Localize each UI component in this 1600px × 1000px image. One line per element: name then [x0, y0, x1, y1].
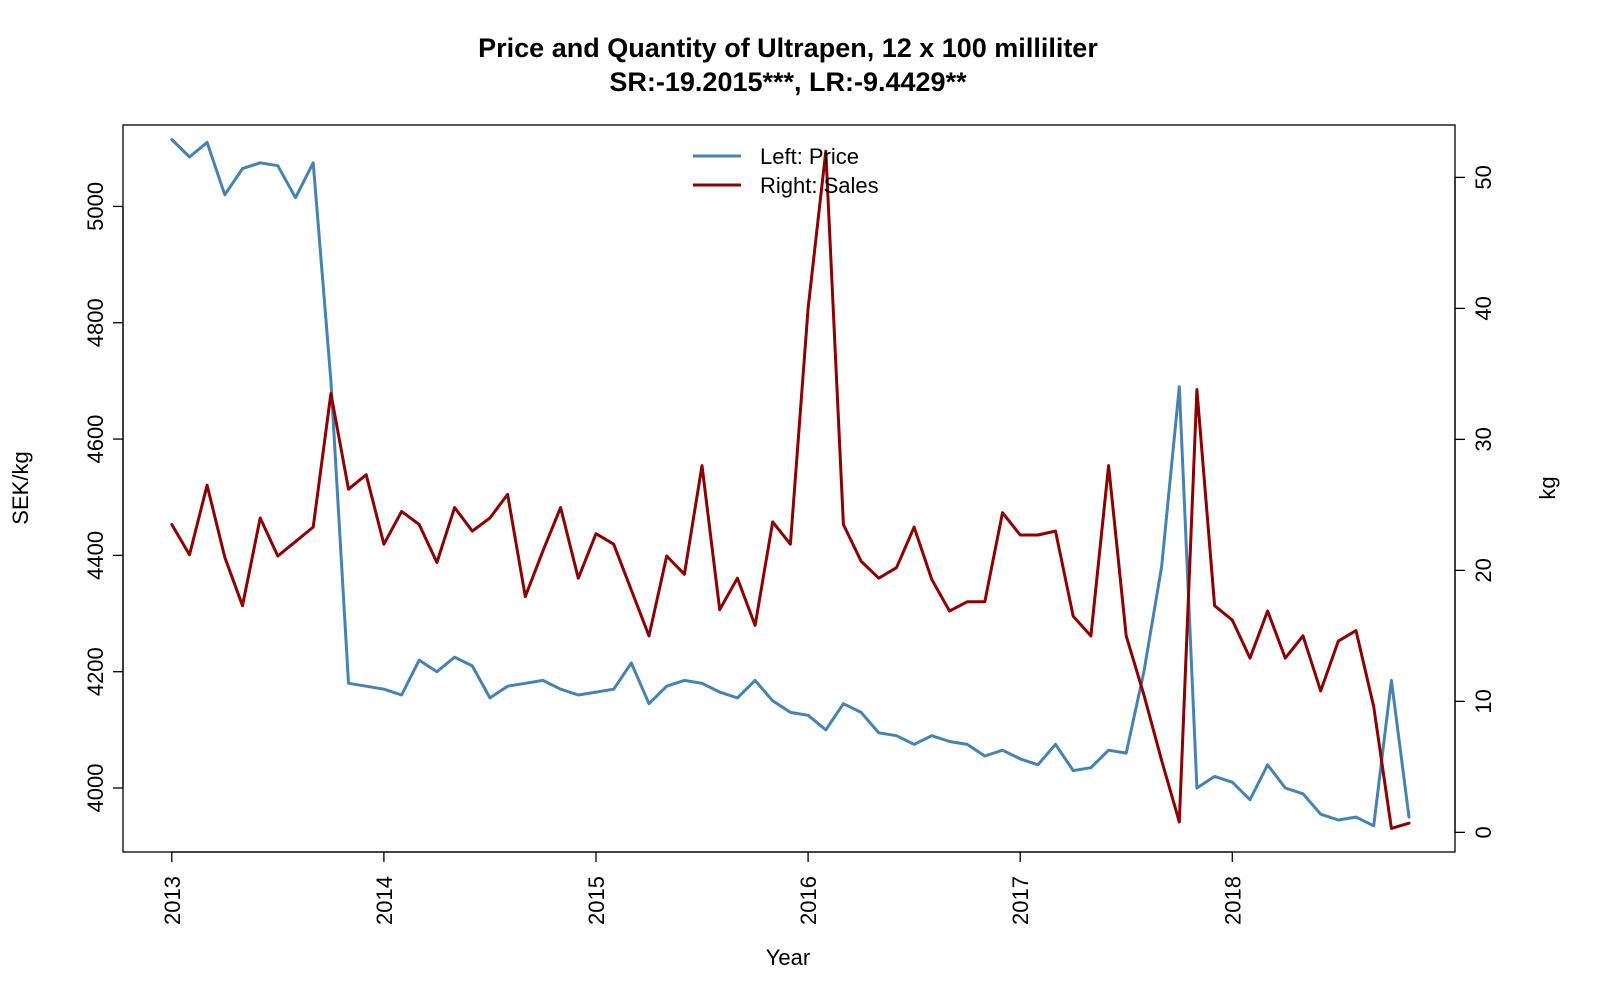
y-left-tick-label: 4400 — [83, 531, 108, 580]
series-line-sales — [170, 149, 1411, 830]
series-line-price — [170, 138, 1411, 828]
y-right-tick-label: 10 — [1471, 689, 1496, 713]
legend-label-sales: Right: Sales — [760, 173, 879, 198]
x-axis: 2013 2014 2015 2016 2017 2018 — [160, 851, 1245, 925]
legend-label-price: Left: Price — [760, 144, 859, 169]
y-left-tick-label: 4000 — [83, 764, 108, 813]
legend: Left: Price Right: Sales — [693, 144, 879, 198]
chart-title: Price and Quantity of Ultrapen, 12 x 100… — [478, 33, 1098, 63]
x-tick-label: 2018 — [1220, 876, 1245, 925]
series-layer — [170, 138, 1411, 830]
plot-frame — [122, 124, 1456, 853]
y-left-tick-label: 4800 — [83, 298, 108, 347]
x-tick-label: 2014 — [372, 876, 397, 925]
x-axis-label: Year — [766, 945, 810, 970]
y-right-tick-label: 20 — [1471, 558, 1496, 582]
y-axis-left: 4000 4200 4400 4600 4800 5000 — [83, 182, 124, 813]
y-left-tick-label: 4200 — [83, 647, 108, 696]
x-tick-label: 2013 — [160, 876, 185, 925]
y-right-tick-label: 0 — [1471, 826, 1496, 838]
y-right-tick-label: 30 — [1471, 427, 1496, 451]
y-left-tick-label: 5000 — [83, 182, 108, 231]
y-right-tick-label: 50 — [1471, 165, 1496, 189]
y-axis-right-label: kg — [1535, 476, 1560, 499]
y-axis-right: 0 10 20 30 40 50 — [1454, 165, 1496, 838]
x-tick-label: 2015 — [584, 876, 609, 925]
y-axis-left-label: SEK/kg — [8, 451, 33, 524]
x-tick-label: 2017 — [1008, 876, 1033, 925]
y-right-tick-label: 40 — [1471, 296, 1496, 320]
x-tick-label: 2016 — [796, 876, 821, 925]
chart-subtitle: SR:-19.2015***, LR:-9.4429** — [609, 67, 967, 97]
y-left-tick-label: 4600 — [83, 415, 108, 464]
